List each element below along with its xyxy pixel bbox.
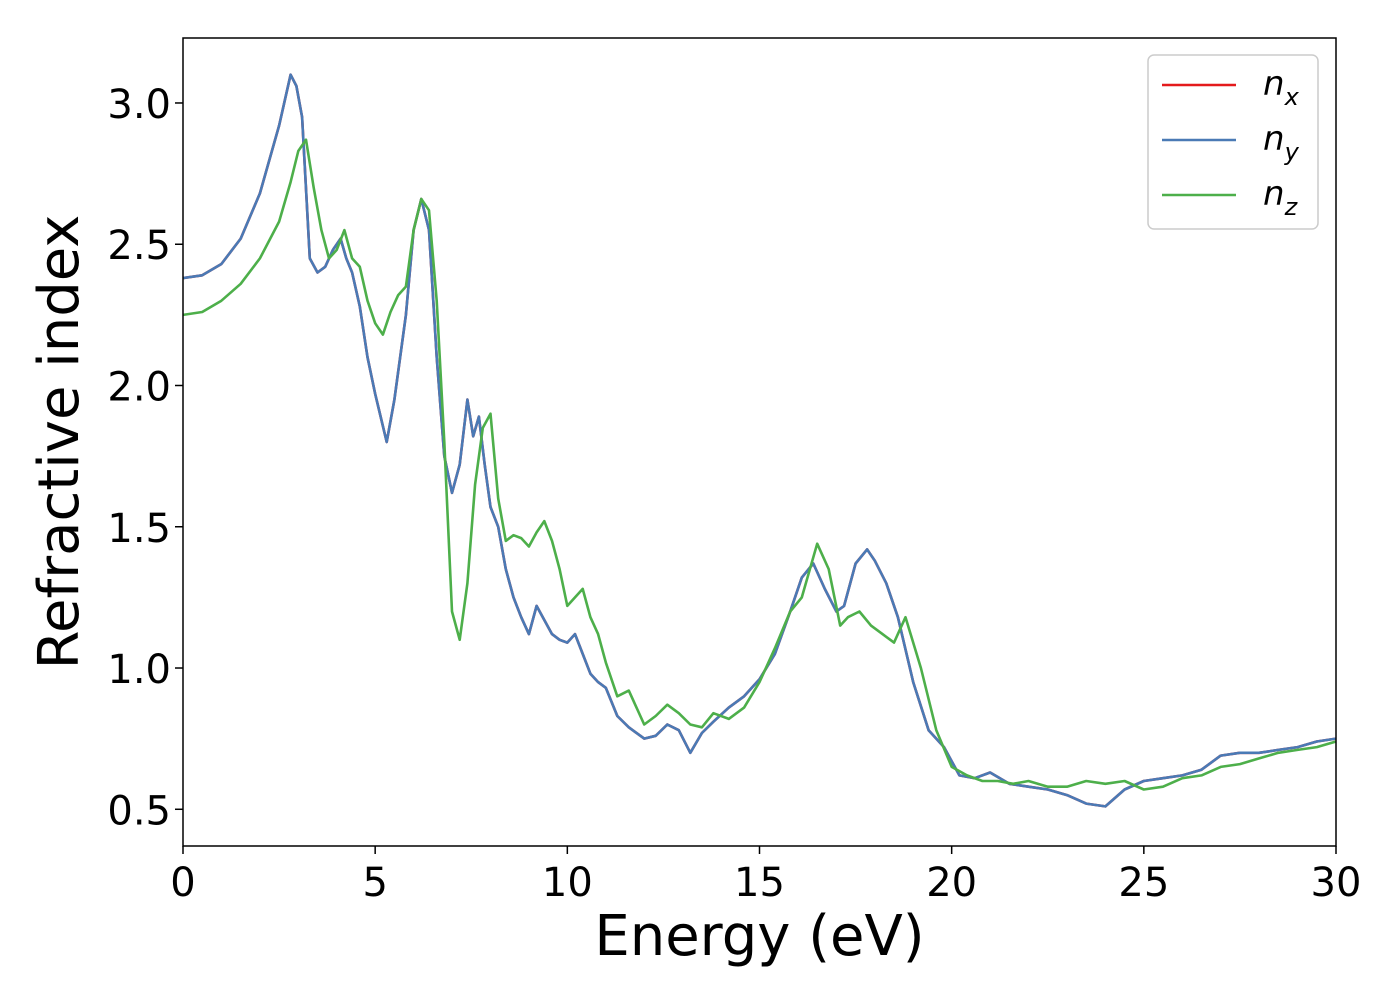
- x-tick-label: 30: [1311, 860, 1362, 906]
- series-layer: [183, 73, 1336, 808]
- legend: nx ny nz: [1147, 54, 1319, 230]
- legend-box: [1147, 54, 1319, 230]
- y-tick-label: 2.0: [107, 364, 171, 410]
- y-tick-label: 3.0: [107, 82, 171, 128]
- x-axis-label: Energy (eV): [594, 904, 924, 969]
- x-tick-label: 15: [734, 860, 785, 906]
- y-tick-label: 2.5: [107, 223, 171, 269]
- x-tick-label: 25: [1118, 860, 1169, 906]
- x-axis-ticks: 0 5 10 15 20 25 30: [170, 846, 1361, 906]
- legend-label-x: nx: [1263, 64, 1300, 111]
- y-axis-ticks: 0.5 1.0 1.5 2.0 2.5 3.0: [107, 82, 183, 834]
- series-line-y: [183, 73, 1336, 808]
- legend-label-y: ny: [1263, 119, 1300, 166]
- y-tick-label: 1.0: [107, 647, 171, 693]
- x-tick-label: 5: [362, 860, 387, 906]
- x-tick-label: 20: [926, 860, 977, 906]
- y-axis-label: Refractive index: [27, 215, 92, 670]
- y-tick-label: 0.5: [107, 788, 171, 834]
- y-tick-label: 1.5: [107, 506, 171, 552]
- x-tick-label: 0: [170, 860, 195, 906]
- x-tick-label: 10: [542, 860, 593, 906]
- legend-label-z: nz: [1263, 174, 1299, 221]
- series-line-z: [183, 138, 1336, 791]
